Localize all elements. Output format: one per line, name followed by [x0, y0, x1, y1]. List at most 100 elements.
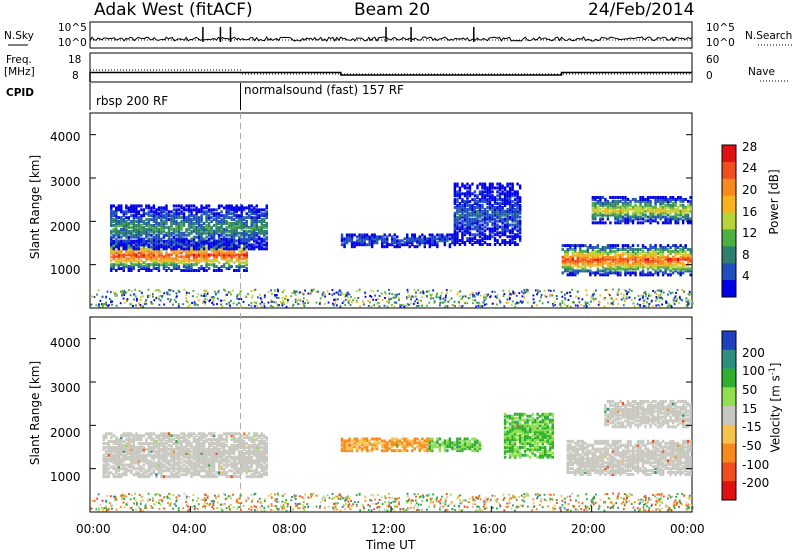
velocity-cell	[185, 443, 188, 447]
power-cell	[192, 253, 196, 257]
power-cell	[501, 200, 504, 204]
power-cell	[468, 184, 472, 188]
velocity-cell	[355, 441, 359, 445]
power-cell	[441, 233, 444, 237]
power-cell	[629, 215, 632, 219]
power-cell	[215, 212, 218, 216]
power-cell	[172, 247, 176, 251]
power-cell	[150, 233, 153, 237]
velocity-cell	[172, 461, 176, 465]
freq-tick-bottom: 8	[72, 70, 79, 82]
velocity-cell	[253, 471, 256, 475]
power-cell	[170, 247, 173, 251]
velocity-cell	[205, 465, 208, 469]
velocity-cell	[215, 440, 218, 444]
velocity-cell	[408, 441, 411, 445]
power-cell	[127, 206, 131, 210]
power-cell	[200, 251, 203, 255]
power-cell	[461, 182, 464, 186]
velocity-cell	[105, 459, 108, 463]
velocity-cell	[147, 443, 151, 447]
power-cell	[431, 241, 434, 245]
velocity-cell	[240, 463, 243, 467]
velocity-cell	[112, 445, 115, 449]
power-cell	[611, 201, 615, 205]
velocity-cell	[115, 471, 118, 475]
power-cell	[227, 241, 231, 245]
power-cell	[596, 267, 600, 271]
power-cell	[170, 227, 173, 231]
power-cell	[471, 204, 474, 207]
power-cell	[117, 239, 120, 243]
power-cell	[117, 247, 120, 251]
velocity-cell	[232, 459, 236, 463]
power-cell	[624, 271, 627, 275]
power-cell	[659, 269, 662, 273]
power-cell	[571, 273, 574, 277]
velocity-cell	[243, 447, 246, 451]
power-cell	[458, 243, 462, 246]
power-cell	[669, 221, 672, 225]
velocity-cell	[102, 438, 105, 442]
power-cell	[165, 208, 168, 212]
power-cell	[453, 229, 457, 233]
power-cell	[250, 225, 253, 229]
power-cell	[438, 239, 442, 243]
power-cell	[611, 211, 615, 215]
power-cell	[157, 243, 161, 247]
power-cell	[513, 215, 517, 219]
power-cell	[150, 245, 153, 249]
power-cell	[671, 205, 675, 209]
power-cell	[250, 221, 253, 225]
power-cell	[689, 195, 692, 199]
power-cell	[483, 241, 487, 245]
velocity-cell	[187, 453, 191, 457]
power-cell	[624, 265, 627, 269]
velocity-cell	[225, 432, 228, 436]
velocity-cell	[140, 442, 143, 446]
velocity-cell	[232, 463, 236, 467]
power-cell	[245, 220, 248, 224]
velocity-cell	[140, 457, 143, 461]
power-cell	[619, 271, 622, 275]
velocity-cell	[167, 475, 171, 479]
power-cell	[222, 227, 226, 231]
velocity-cell	[140, 455, 143, 459]
power-cell	[481, 237, 484, 241]
power-cell	[671, 255, 675, 259]
power-cell	[461, 192, 464, 196]
power-cell	[481, 184, 484, 188]
velocity-cell	[511, 430, 514, 434]
velocity-cell	[263, 436, 266, 440]
velocity-cell	[150, 463, 153, 467]
velocity-cell	[192, 463, 196, 467]
velocity-cell	[197, 438, 201, 442]
power-cell	[152, 214, 156, 218]
velocity-cell	[235, 457, 238, 461]
velocity-cell	[511, 445, 514, 449]
velocity-cell	[140, 459, 143, 463]
power-cell	[110, 216, 113, 220]
power-cell	[594, 217, 597, 221]
power-cell	[601, 217, 605, 221]
velocity-cell	[135, 438, 138, 442]
power-cell	[466, 239, 469, 243]
power-cell	[363, 239, 366, 243]
velocity-cell	[260, 449, 263, 453]
power-cell	[205, 216, 208, 220]
power-cell	[135, 239, 138, 243]
power-cell	[626, 259, 630, 263]
velocity-cell	[170, 473, 173, 477]
velocity-cell	[227, 459, 231, 463]
power-cell	[122, 241, 126, 245]
power-cell	[619, 207, 622, 211]
power-cell	[363, 241, 366, 245]
velocity-cell	[102, 445, 105, 449]
power-cell	[649, 219, 652, 223]
power-cell	[659, 265, 662, 269]
power-cell	[237, 259, 241, 263]
velocity-cell	[237, 436, 241, 440]
power-cell	[508, 239, 512, 243]
power-cell	[127, 229, 131, 233]
power-cell	[152, 216, 156, 220]
